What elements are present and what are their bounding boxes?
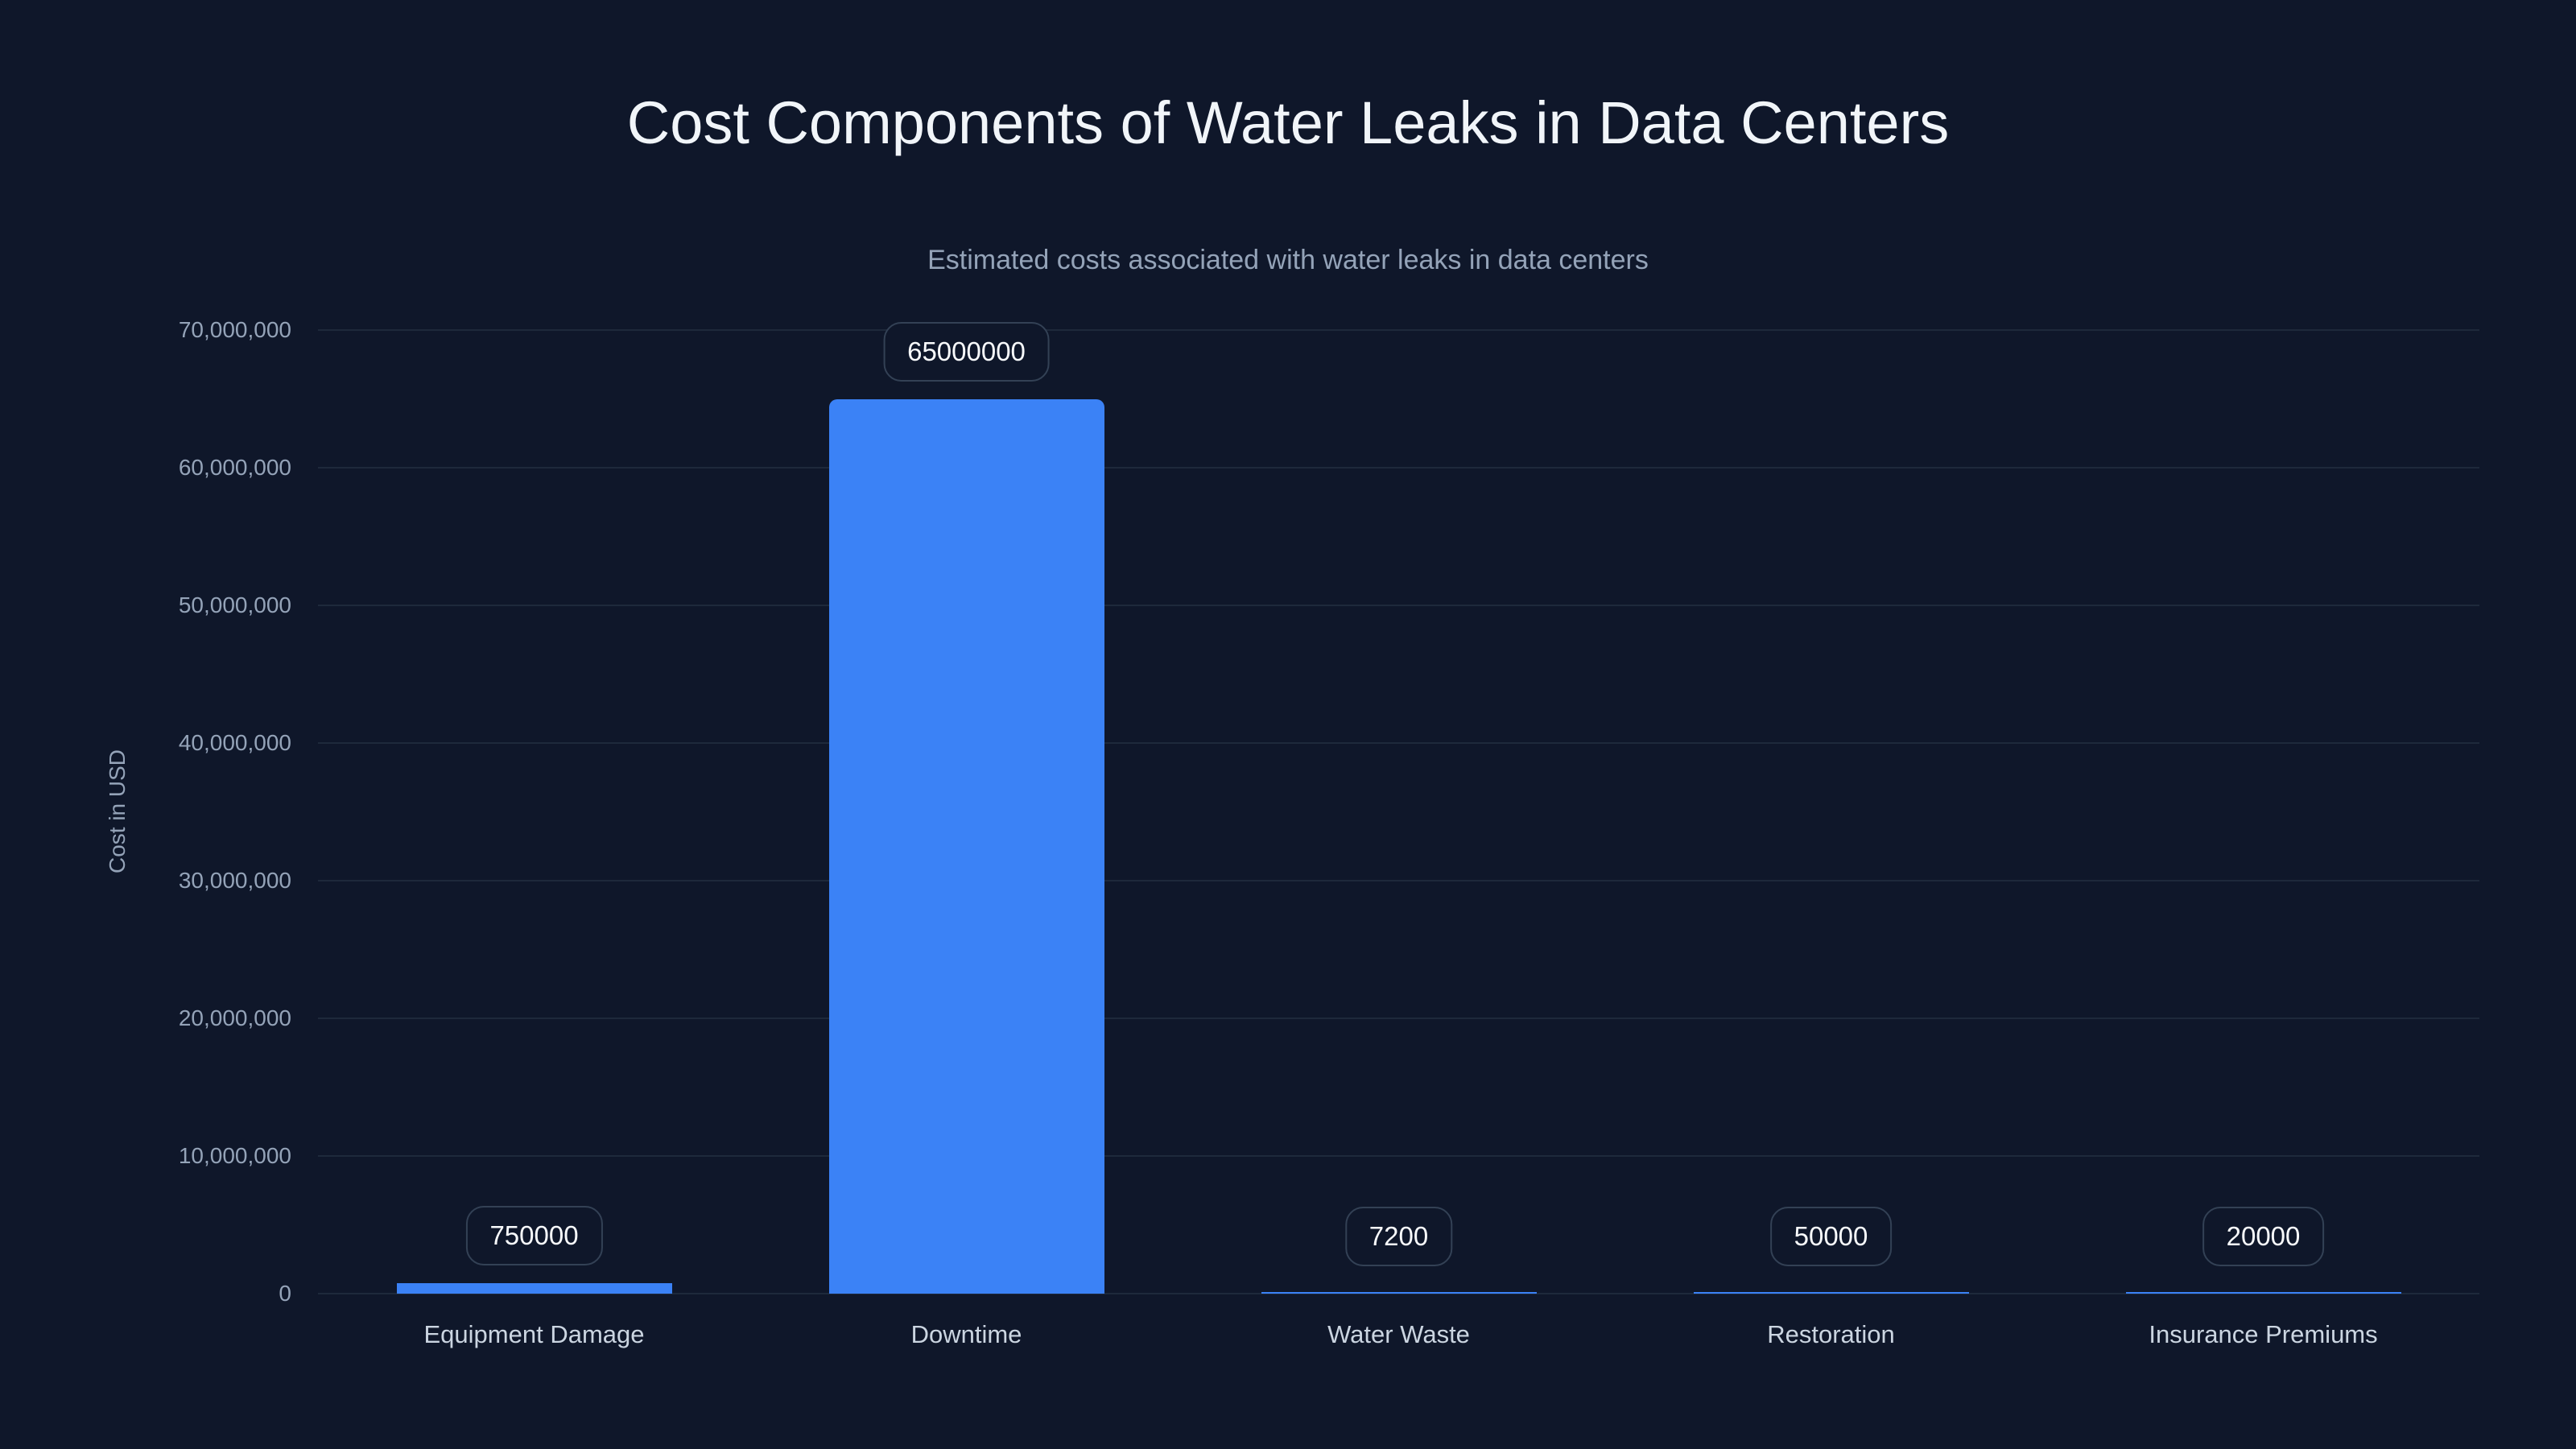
- bar[interactable]: [1261, 1292, 1537, 1294]
- y-tick-label: 70,000,000: [178, 317, 291, 342]
- y-tick-label: 50,000,000: [178, 592, 291, 617]
- gridline: [318, 742, 2479, 744]
- gridline: [318, 329, 2479, 331]
- y-axis-label: Cost in USD: [105, 749, 130, 874]
- data-label: 750000: [465, 1206, 603, 1266]
- y-tick-label: 40,000,000: [178, 730, 291, 755]
- x-tick-label: Restoration: [1767, 1320, 1895, 1348]
- plot-area: 750000 65000000 7200 50000 20000: [318, 321, 2479, 1294]
- bar[interactable]: [1693, 1292, 1969, 1294]
- chart-title: Cost Components of Water Leaks in Data C…: [626, 89, 1950, 156]
- x-tick-label: Insurance Premiums: [2149, 1320, 2378, 1348]
- gridline: [318, 1293, 2479, 1294]
- data-label: 20000: [2202, 1207, 2325, 1266]
- data-label: 7200: [1344, 1207, 1453, 1266]
- chart-subtitle: Estimated costs associated with water le…: [927, 245, 1649, 275]
- bar[interactable]: [828, 398, 1104, 1294]
- gridline: [318, 1155, 2479, 1157]
- bar[interactable]: [396, 1283, 672, 1294]
- gridline: [318, 1018, 2479, 1019]
- y-tick-label: 20,000,000: [178, 1005, 291, 1030]
- y-tick-label: 10,000,000: [178, 1143, 291, 1168]
- gridline: [318, 467, 2479, 469]
- x-tick-label: Equipment Damage: [423, 1320, 645, 1348]
- y-tick-label: 60,000,000: [178, 455, 291, 480]
- bar[interactable]: [2125, 1292, 2401, 1294]
- x-tick-label: Water Waste: [1327, 1320, 1470, 1348]
- data-label: 65000000: [883, 321, 1050, 382]
- y-tick-label: 0: [279, 1281, 291, 1306]
- data-label: 50000: [1769, 1207, 1893, 1266]
- x-tick-label: Downtime: [910, 1320, 1022, 1348]
- gridline: [318, 605, 2479, 606]
- gridline: [318, 880, 2479, 881]
- y-tick-label: 30,000,000: [178, 868, 291, 893]
